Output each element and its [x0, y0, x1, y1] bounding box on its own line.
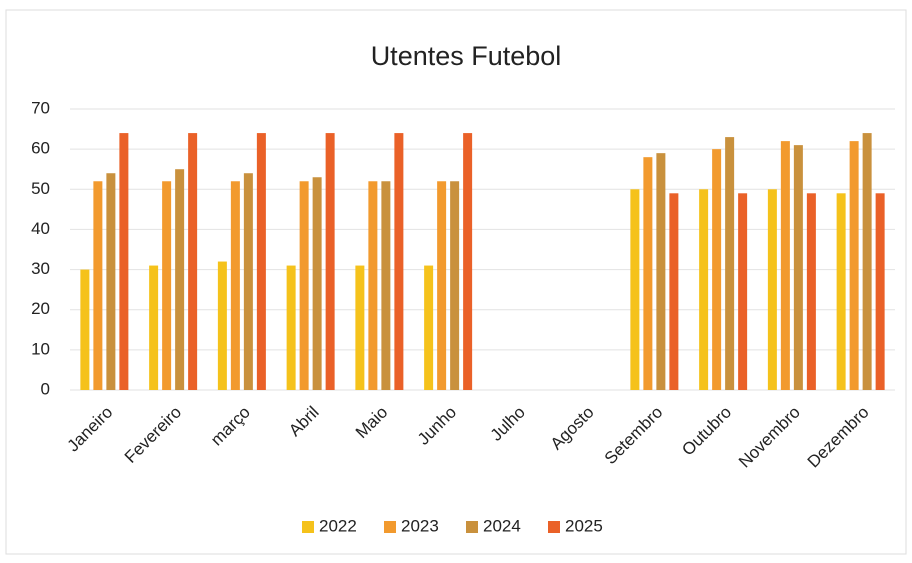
y-tick-label: 70 [31, 98, 50, 117]
legend-label: 2024 [483, 516, 521, 535]
bar [806, 193, 816, 390]
bar [149, 265, 159, 390]
bar [312, 177, 322, 390]
legend-swatch [548, 521, 560, 533]
bar [780, 141, 790, 390]
legend-label: 2022 [319, 516, 357, 535]
y-tick-label: 30 [31, 259, 50, 278]
bar [630, 189, 640, 390]
bar [355, 265, 365, 390]
bar [725, 137, 735, 390]
bar [862, 133, 872, 391]
bar [450, 181, 460, 390]
bar [767, 189, 777, 390]
y-tick-label: 10 [31, 339, 50, 358]
bar [463, 133, 473, 391]
chart-title: Utentes Futebol [371, 41, 562, 71]
y-tick-label: 50 [31, 179, 50, 198]
bar [836, 193, 846, 390]
bar [643, 157, 653, 390]
bar [793, 145, 803, 390]
bar [381, 181, 391, 390]
legend-swatch [384, 521, 396, 533]
legend-label: 2023 [401, 516, 439, 535]
bar [738, 193, 748, 390]
bar [175, 169, 185, 390]
legend-swatch [466, 521, 478, 533]
bar [669, 193, 679, 390]
y-tick-label: 20 [31, 299, 50, 318]
bar [80, 269, 90, 390]
bar [162, 181, 172, 390]
bar [368, 181, 378, 390]
bar [437, 181, 447, 390]
bar [286, 265, 296, 390]
y-tick-label: 60 [31, 139, 50, 158]
bar [119, 133, 129, 391]
bar [424, 265, 434, 390]
bar [230, 181, 240, 390]
bar [712, 149, 722, 390]
bar [217, 261, 227, 390]
y-tick-label: 40 [31, 219, 50, 238]
bar [699, 189, 709, 390]
bar [394, 133, 404, 391]
bar [325, 133, 335, 391]
bar [243, 173, 253, 390]
bar [875, 193, 885, 390]
y-tick-label: 0 [41, 379, 50, 398]
bar [256, 133, 266, 391]
legend-label: 2025 [565, 516, 603, 535]
bar [299, 181, 309, 390]
bar [106, 173, 116, 390]
legend-swatch [302, 521, 314, 533]
bar [188, 133, 198, 391]
bar [656, 153, 666, 390]
bar [93, 181, 103, 390]
bar [849, 141, 859, 390]
